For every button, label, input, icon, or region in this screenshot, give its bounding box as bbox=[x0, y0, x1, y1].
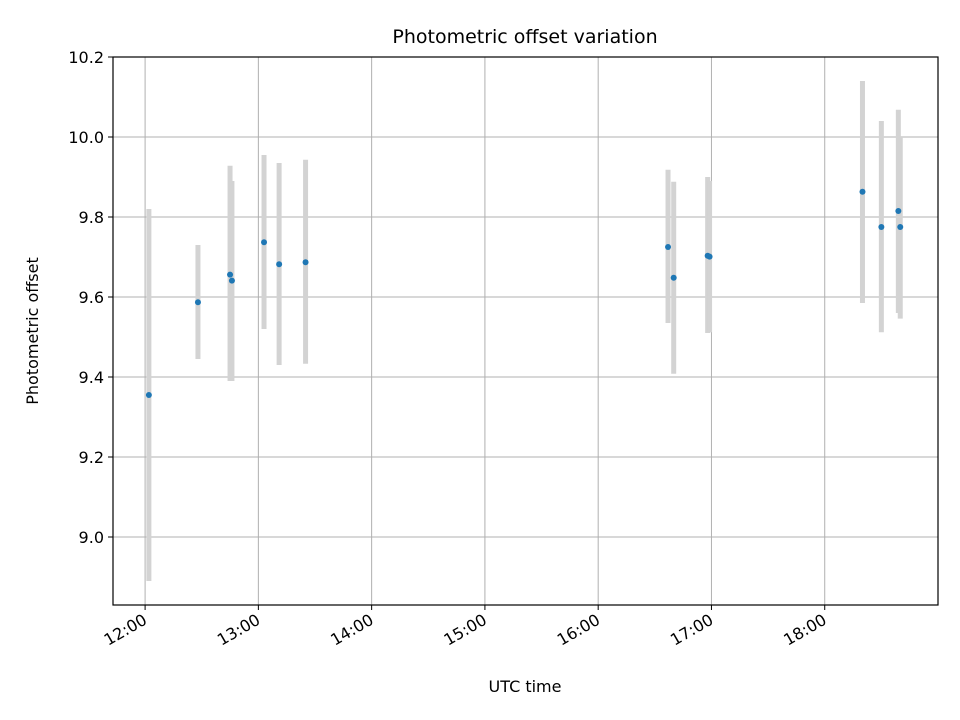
x-axis-label: UTC time bbox=[489, 677, 562, 696]
y-tick-label: 10.0 bbox=[68, 128, 104, 147]
data-point bbox=[228, 277, 235, 284]
data-point bbox=[227, 271, 234, 278]
plot-frame bbox=[112, 56, 939, 606]
data-point bbox=[859, 188, 866, 195]
data-point bbox=[145, 392, 152, 398]
y-tick-label: 9.6 bbox=[79, 288, 104, 307]
data-point bbox=[670, 274, 677, 281]
y-tick-label: 9.2 bbox=[79, 448, 104, 467]
data-point bbox=[276, 261, 283, 268]
y-tick-label: 9.4 bbox=[79, 368, 104, 387]
y-tick-label: 9.8 bbox=[79, 208, 104, 227]
data-point bbox=[878, 224, 885, 230]
data-point bbox=[194, 299, 201, 306]
data-point bbox=[302, 259, 309, 266]
data-point bbox=[897, 224, 904, 230]
data-point bbox=[706, 253, 713, 260]
y-tick-label: 9.0 bbox=[79, 528, 104, 547]
chart-title: Photometric offset variation bbox=[392, 26, 657, 48]
data-point bbox=[665, 244, 672, 250]
data-point bbox=[261, 239, 268, 246]
data-points bbox=[145, 188, 904, 398]
y-axis-label: Photometric offset bbox=[23, 257, 42, 405]
data-point bbox=[895, 208, 902, 214]
y-tick-label: 10.2 bbox=[68, 48, 104, 67]
